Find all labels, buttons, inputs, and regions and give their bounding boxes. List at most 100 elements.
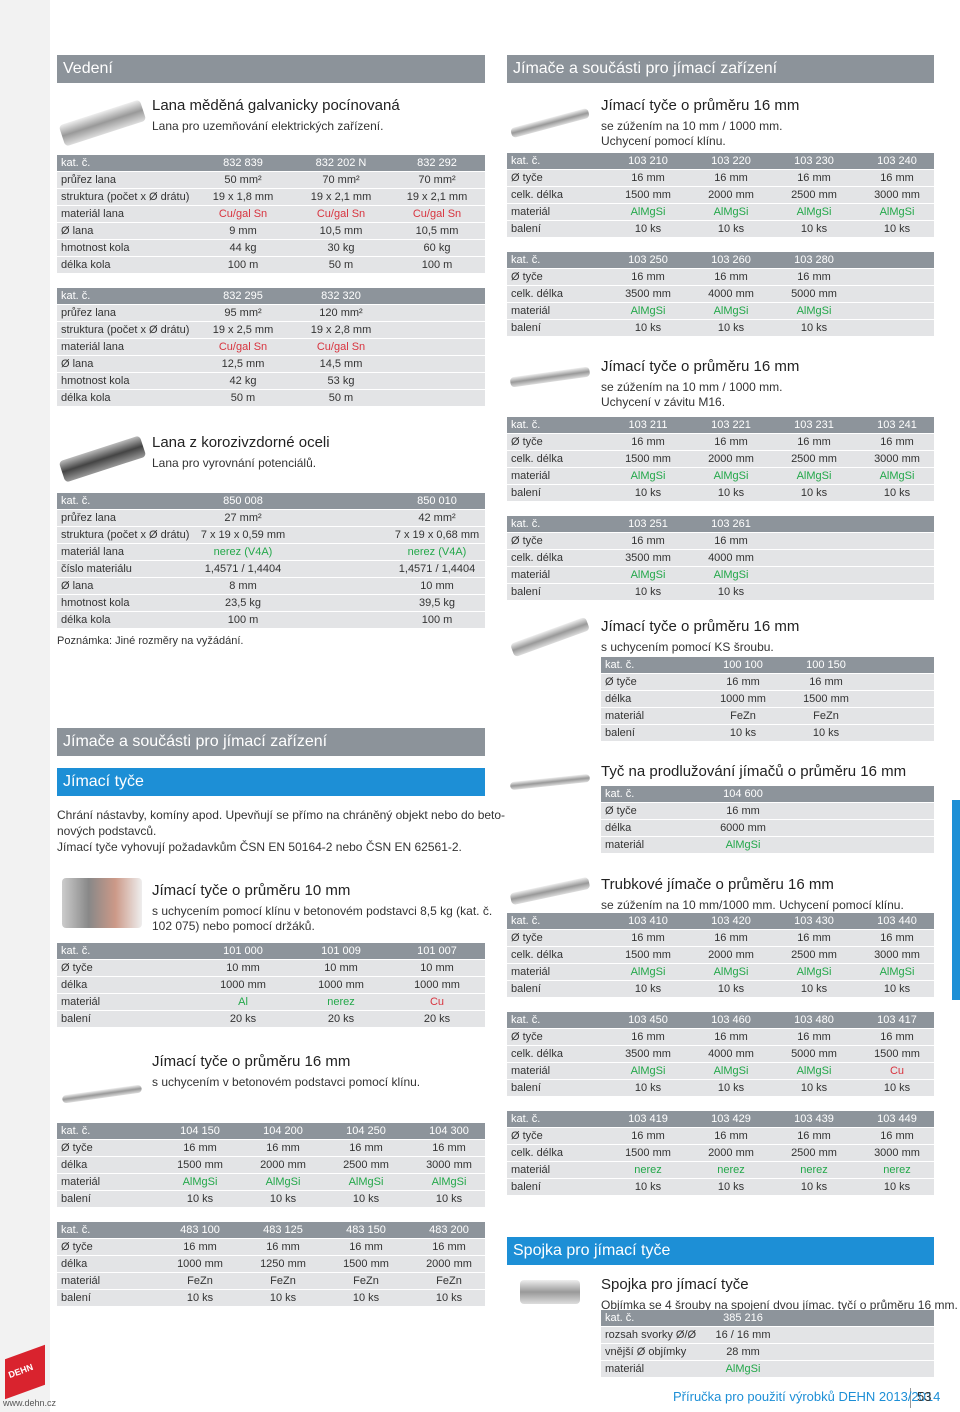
row-label: kat. č. [605, 1312, 635, 1324]
table-cell: 50 mm² [224, 174, 262, 186]
table-cell: 3500 mm [625, 288, 671, 300]
footer-website: www.dehn.cz [3, 1398, 57, 1408]
product-title: Jímací tyče o průměru 16 mm [601, 618, 800, 635]
table-cell: 2500 mm [791, 949, 837, 961]
row-label: celk. délka [511, 288, 563, 300]
table-row: struktura (počet x Ø drátu) 7 x 19 x 0,59… [57, 527, 485, 544]
row-label: celk. délka [511, 453, 563, 465]
rod-image [509, 876, 591, 906]
table-cell: 16 mm [797, 436, 831, 448]
table-cell: 483 150 [346, 1224, 386, 1236]
table-row: Ø lana 8 mm 10 mm [57, 578, 485, 595]
table-cell: 2000 mm [708, 1147, 754, 1159]
table-cell: 16 mm [880, 1130, 914, 1142]
section-heading: Vedení [57, 55, 485, 83]
row-label: materiál [511, 966, 551, 978]
table-cell: 10 ks [717, 1082, 745, 1094]
section-heading: Spojka pro jímací tyče [507, 1237, 934, 1265]
table-cell: 4000 mm [708, 552, 754, 564]
table-cell: 16 mm [266, 1142, 300, 1154]
row-label: kat. č. [605, 788, 635, 800]
table-cell: 103 241 [877, 419, 917, 431]
product-subtitle: s uchycením v betonovém podstavci pomocí… [152, 1075, 421, 1089]
row-label: materiál [511, 305, 551, 317]
table-cell: Cu [429, 996, 445, 1008]
table-row: rozsah svorky Ø/Ø 16 / 16 mm [601, 1327, 934, 1344]
table-cell: 1000 mm [414, 979, 460, 991]
row-label: materiál [605, 839, 645, 851]
row-label: Ø tyče [511, 932, 543, 944]
table-cell: 50 m [328, 259, 354, 271]
table-cell: 1000 mm [318, 979, 364, 991]
table-cell: 101 007 [417, 945, 457, 957]
table-cell: 10 mm [226, 962, 260, 974]
row-label: délka kola [61, 392, 111, 404]
table-cell: 1500 mm [177, 1159, 223, 1171]
product-subtitle: 102 075) nebo pomocí držáků. [152, 919, 315, 933]
table-row: Ø tyče 16 mm 16 mm 16 mm 16 mm [507, 930, 934, 947]
table-cell: 10 ks [883, 1082, 911, 1094]
row-label: kat. č. [511, 1113, 541, 1125]
table-cell: 103 260 [711, 254, 751, 266]
table-cell: 10 ks [717, 487, 745, 499]
table-row: Ø tyče 10 mm 10 mm 10 mm [57, 960, 485, 977]
table-row: číslo materiálu 1,4571 / 1,4404 1,4571 / 1… [57, 561, 485, 578]
table-cell: 832 292 [417, 157, 457, 169]
table-cell: 10 ks [883, 223, 911, 235]
table-cell: 2000 mm [708, 949, 754, 961]
product-title: Lana měděná galvanicky pocínovaná [152, 97, 400, 114]
table-cell: AlMgSi [796, 1065, 832, 1077]
table-cell: 100 m [227, 259, 259, 271]
table-header-row: kat. č. 104 600 [601, 786, 934, 803]
row-label: rozsah svorky Ø/Ø [605, 1329, 697, 1341]
table-row: Ø tyče 16 mm 16 mm 16 mm 16 mm [57, 1140, 485, 1157]
paragraph-line: Chrání nástavby, komíny apod. Upevňují s… [57, 808, 506, 822]
table-row: celk. délka 1500 mm 2000 mm 2500 mm 3000 mm [507, 187, 934, 204]
table-cell: 10 ks [800, 983, 828, 995]
row-label: materiál lana [61, 341, 124, 353]
row-label: materiál [61, 1176, 101, 1188]
rod-image [62, 878, 142, 928]
row-label: Ø tyče [605, 676, 637, 688]
row-label: hmotnost kola [61, 375, 130, 387]
table-cell: nerez (V4A) [407, 546, 467, 558]
table-cell: 16 / 16 mm [715, 1329, 771, 1341]
table-cell: 9 mm [229, 225, 257, 237]
table-cell: 42 mm² [418, 512, 456, 524]
table-header-row: kat. č. 103 211 103 221 103 231 103 241 [507, 417, 934, 434]
row-label: balení [61, 1292, 91, 1304]
table-cell: 16 mm [631, 271, 665, 283]
row-label: Ø tyče [605, 805, 637, 817]
table-cell: 103 221 [711, 419, 751, 431]
table-cell: 16 mm [714, 1130, 748, 1142]
row-label: délka [61, 1258, 88, 1270]
row-label: balení [511, 586, 541, 598]
table-cell: 1500 mm [625, 189, 671, 201]
table-cell: AlMgSi [879, 966, 915, 978]
table-cell: 10 ks [352, 1292, 380, 1304]
table-cell: 1000 mm [720, 693, 766, 705]
row-label: Ø tyče [511, 1130, 543, 1142]
row-label: celk. délka [511, 1048, 563, 1060]
table-row: délka 1500 mm 2000 mm 2500 mm 3000 mm [57, 1157, 485, 1174]
table-cell: 16 mm [432, 1241, 466, 1253]
footer-publication: Příručka pro použití výrobků DEHN 2013/2… [673, 1389, 941, 1404]
table-cell: 50 m [328, 392, 354, 404]
table-cell: 103 231 [794, 419, 834, 431]
table-cell: 100 m [421, 614, 453, 626]
table-cell: 5000 mm [791, 1048, 837, 1060]
table-cell: AlMgSi [713, 569, 749, 581]
table-cell: 10,5 mm [319, 225, 363, 237]
table-row: balení 10 ks 10 ks 10 ks [507, 320, 934, 337]
table-cell: 1,4571 / 1,4404 [204, 563, 282, 575]
section-heading: Jímače a součásti pro jímací zařízení [507, 55, 934, 83]
product-title: Trubkové jímače o průměru 16 mm [601, 876, 834, 893]
table-cell: 10 ks [269, 1292, 297, 1304]
table-row: délka kola 50 m 50 m [57, 390, 485, 407]
table-cell: 2500 mm [791, 1147, 837, 1159]
table-cell: 103 480 [794, 1014, 834, 1026]
row-label: struktura (počet x Ø drátu) [61, 529, 190, 541]
table-row: balení 10 ks 10 ks 10 ks 10 ks [57, 1290, 485, 1307]
table-cell: 16 mm [349, 1241, 383, 1253]
section-heading: Jímače a součásti pro jímací zařízení [57, 728, 485, 756]
